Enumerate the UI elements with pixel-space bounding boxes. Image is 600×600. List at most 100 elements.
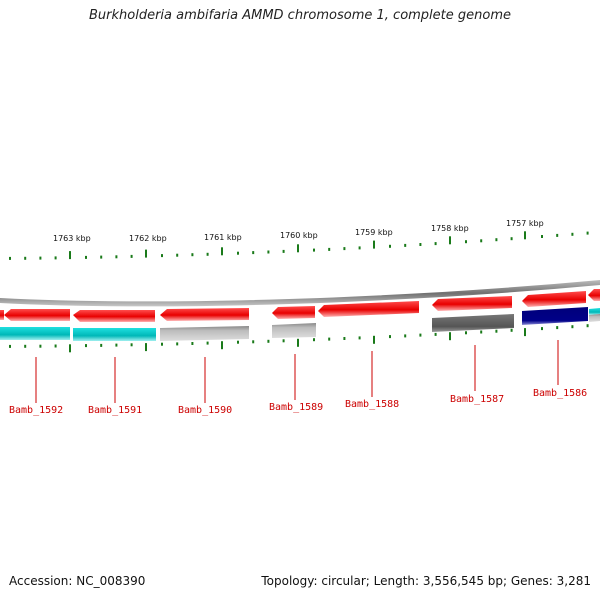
gene-label[interactable]: Bamb_1591 xyxy=(88,405,142,416)
major-tick xyxy=(524,328,526,337)
minor-tick xyxy=(85,344,87,348)
scale-label: 1758 kbp xyxy=(431,224,469,233)
topology-text: Topology: circular; Length: 3,556,545 bp… xyxy=(261,574,591,588)
minor-tick xyxy=(115,255,118,259)
minor-tick xyxy=(282,339,285,343)
major-tick xyxy=(145,249,147,258)
minor-tick xyxy=(495,329,498,333)
gene-arrow[interactable] xyxy=(318,301,419,317)
minor-tick xyxy=(267,250,270,254)
minor-tick xyxy=(54,256,57,260)
map-title: Burkholderia ambifaria AMMD chromosome 1… xyxy=(88,8,512,23)
major-tick xyxy=(221,341,223,350)
major-tick xyxy=(69,344,71,353)
gene-arrow[interactable] xyxy=(272,306,315,319)
major-tick xyxy=(297,244,299,253)
minor-tick xyxy=(465,331,467,335)
cds-block-gray[interactable] xyxy=(272,323,316,338)
cds-block-gray[interactable] xyxy=(160,326,249,341)
minor-tick xyxy=(237,340,239,344)
minor-tick xyxy=(510,237,513,241)
gene-arrow[interactable] xyxy=(160,308,249,321)
minor-tick xyxy=(176,253,179,257)
major-tick xyxy=(524,231,526,240)
minor-tick xyxy=(404,243,407,247)
minor-tick xyxy=(313,338,315,342)
minor-tick xyxy=(556,326,559,330)
minor-tick xyxy=(419,243,422,246)
minor-tick xyxy=(495,238,498,242)
major-tick xyxy=(373,335,375,344)
minor-tick xyxy=(313,248,315,252)
major-tick xyxy=(145,343,147,352)
minor-tick xyxy=(9,256,11,260)
major-tick xyxy=(449,236,451,245)
minor-tick xyxy=(237,251,239,255)
minor-tick xyxy=(24,344,27,348)
major-tick xyxy=(373,240,375,249)
scale-label: 1762 kbp xyxy=(129,234,167,243)
minor-tick xyxy=(404,334,407,338)
scale-label: 1760 kbp xyxy=(280,231,318,240)
cds-block-cyan[interactable] xyxy=(589,308,600,315)
cds-block-navy[interactable] xyxy=(522,307,588,325)
minor-tick xyxy=(39,344,42,348)
scale-label: 1759 kbp xyxy=(355,228,393,237)
minor-tick xyxy=(328,337,331,341)
cds-block-cyan[interactable] xyxy=(0,327,70,340)
minor-tick xyxy=(252,340,255,344)
cds-block-gray[interactable] xyxy=(589,314,600,322)
gene-arrow[interactable] xyxy=(432,296,512,311)
gene-label[interactable]: Bamb_1590 xyxy=(178,405,232,416)
minor-tick xyxy=(176,342,179,346)
minor-tick xyxy=(267,339,270,343)
cds-track xyxy=(0,307,600,341)
gene-arrow[interactable] xyxy=(588,289,600,301)
gene-arrow[interactable] xyxy=(73,310,155,322)
minor-tick xyxy=(419,333,422,337)
gene-label[interactable]: Bamb_1589 xyxy=(269,402,323,413)
chromosome-backbone xyxy=(0,280,600,307)
minor-tick xyxy=(161,342,163,346)
label-leaders xyxy=(35,340,559,403)
minor-tick xyxy=(541,327,543,331)
minor-tick xyxy=(465,240,467,244)
gene-arrow[interactable] xyxy=(4,309,70,321)
gene-arrow[interactable] xyxy=(522,291,586,307)
minor-tick xyxy=(85,255,87,259)
minor-tick xyxy=(54,344,57,348)
minor-tick xyxy=(510,328,513,332)
minor-tick xyxy=(480,330,483,334)
gene-label[interactable]: Bamb_1587 xyxy=(450,394,504,405)
minor-tick xyxy=(556,233,559,237)
major-tick xyxy=(449,332,451,341)
minor-tick xyxy=(586,324,589,328)
gene-label[interactable]: Bamb_1586 xyxy=(533,388,587,399)
minor-tick xyxy=(115,343,118,347)
scale-label: 1761 kbp xyxy=(204,233,242,242)
major-tick xyxy=(221,247,223,256)
minor-tick xyxy=(100,255,103,259)
minor-tick xyxy=(358,336,361,340)
gene-label[interactable]: Bamb_1592 xyxy=(9,405,63,416)
minor-tick xyxy=(24,256,27,260)
minor-tick xyxy=(9,344,11,348)
cds-block-dark-gray[interactable] xyxy=(432,314,514,332)
minor-tick xyxy=(161,254,163,258)
minor-tick xyxy=(206,252,209,256)
minor-tick xyxy=(282,249,285,253)
gene-arrow[interactable] xyxy=(0,310,4,320)
minor-tick xyxy=(191,253,194,257)
gene-label[interactable]: Bamb_1588 xyxy=(345,399,399,410)
major-tick xyxy=(297,338,299,347)
minor-tick xyxy=(571,232,574,236)
minor-tick xyxy=(343,337,346,340)
cds-block-cyan[interactable] xyxy=(73,328,156,341)
minor-tick xyxy=(389,244,391,248)
minor-tick xyxy=(358,246,361,250)
minor-tick xyxy=(389,335,391,339)
scale-label: 1757 kbp xyxy=(506,219,544,228)
major-tick xyxy=(69,251,71,260)
minor-tick xyxy=(206,341,209,345)
